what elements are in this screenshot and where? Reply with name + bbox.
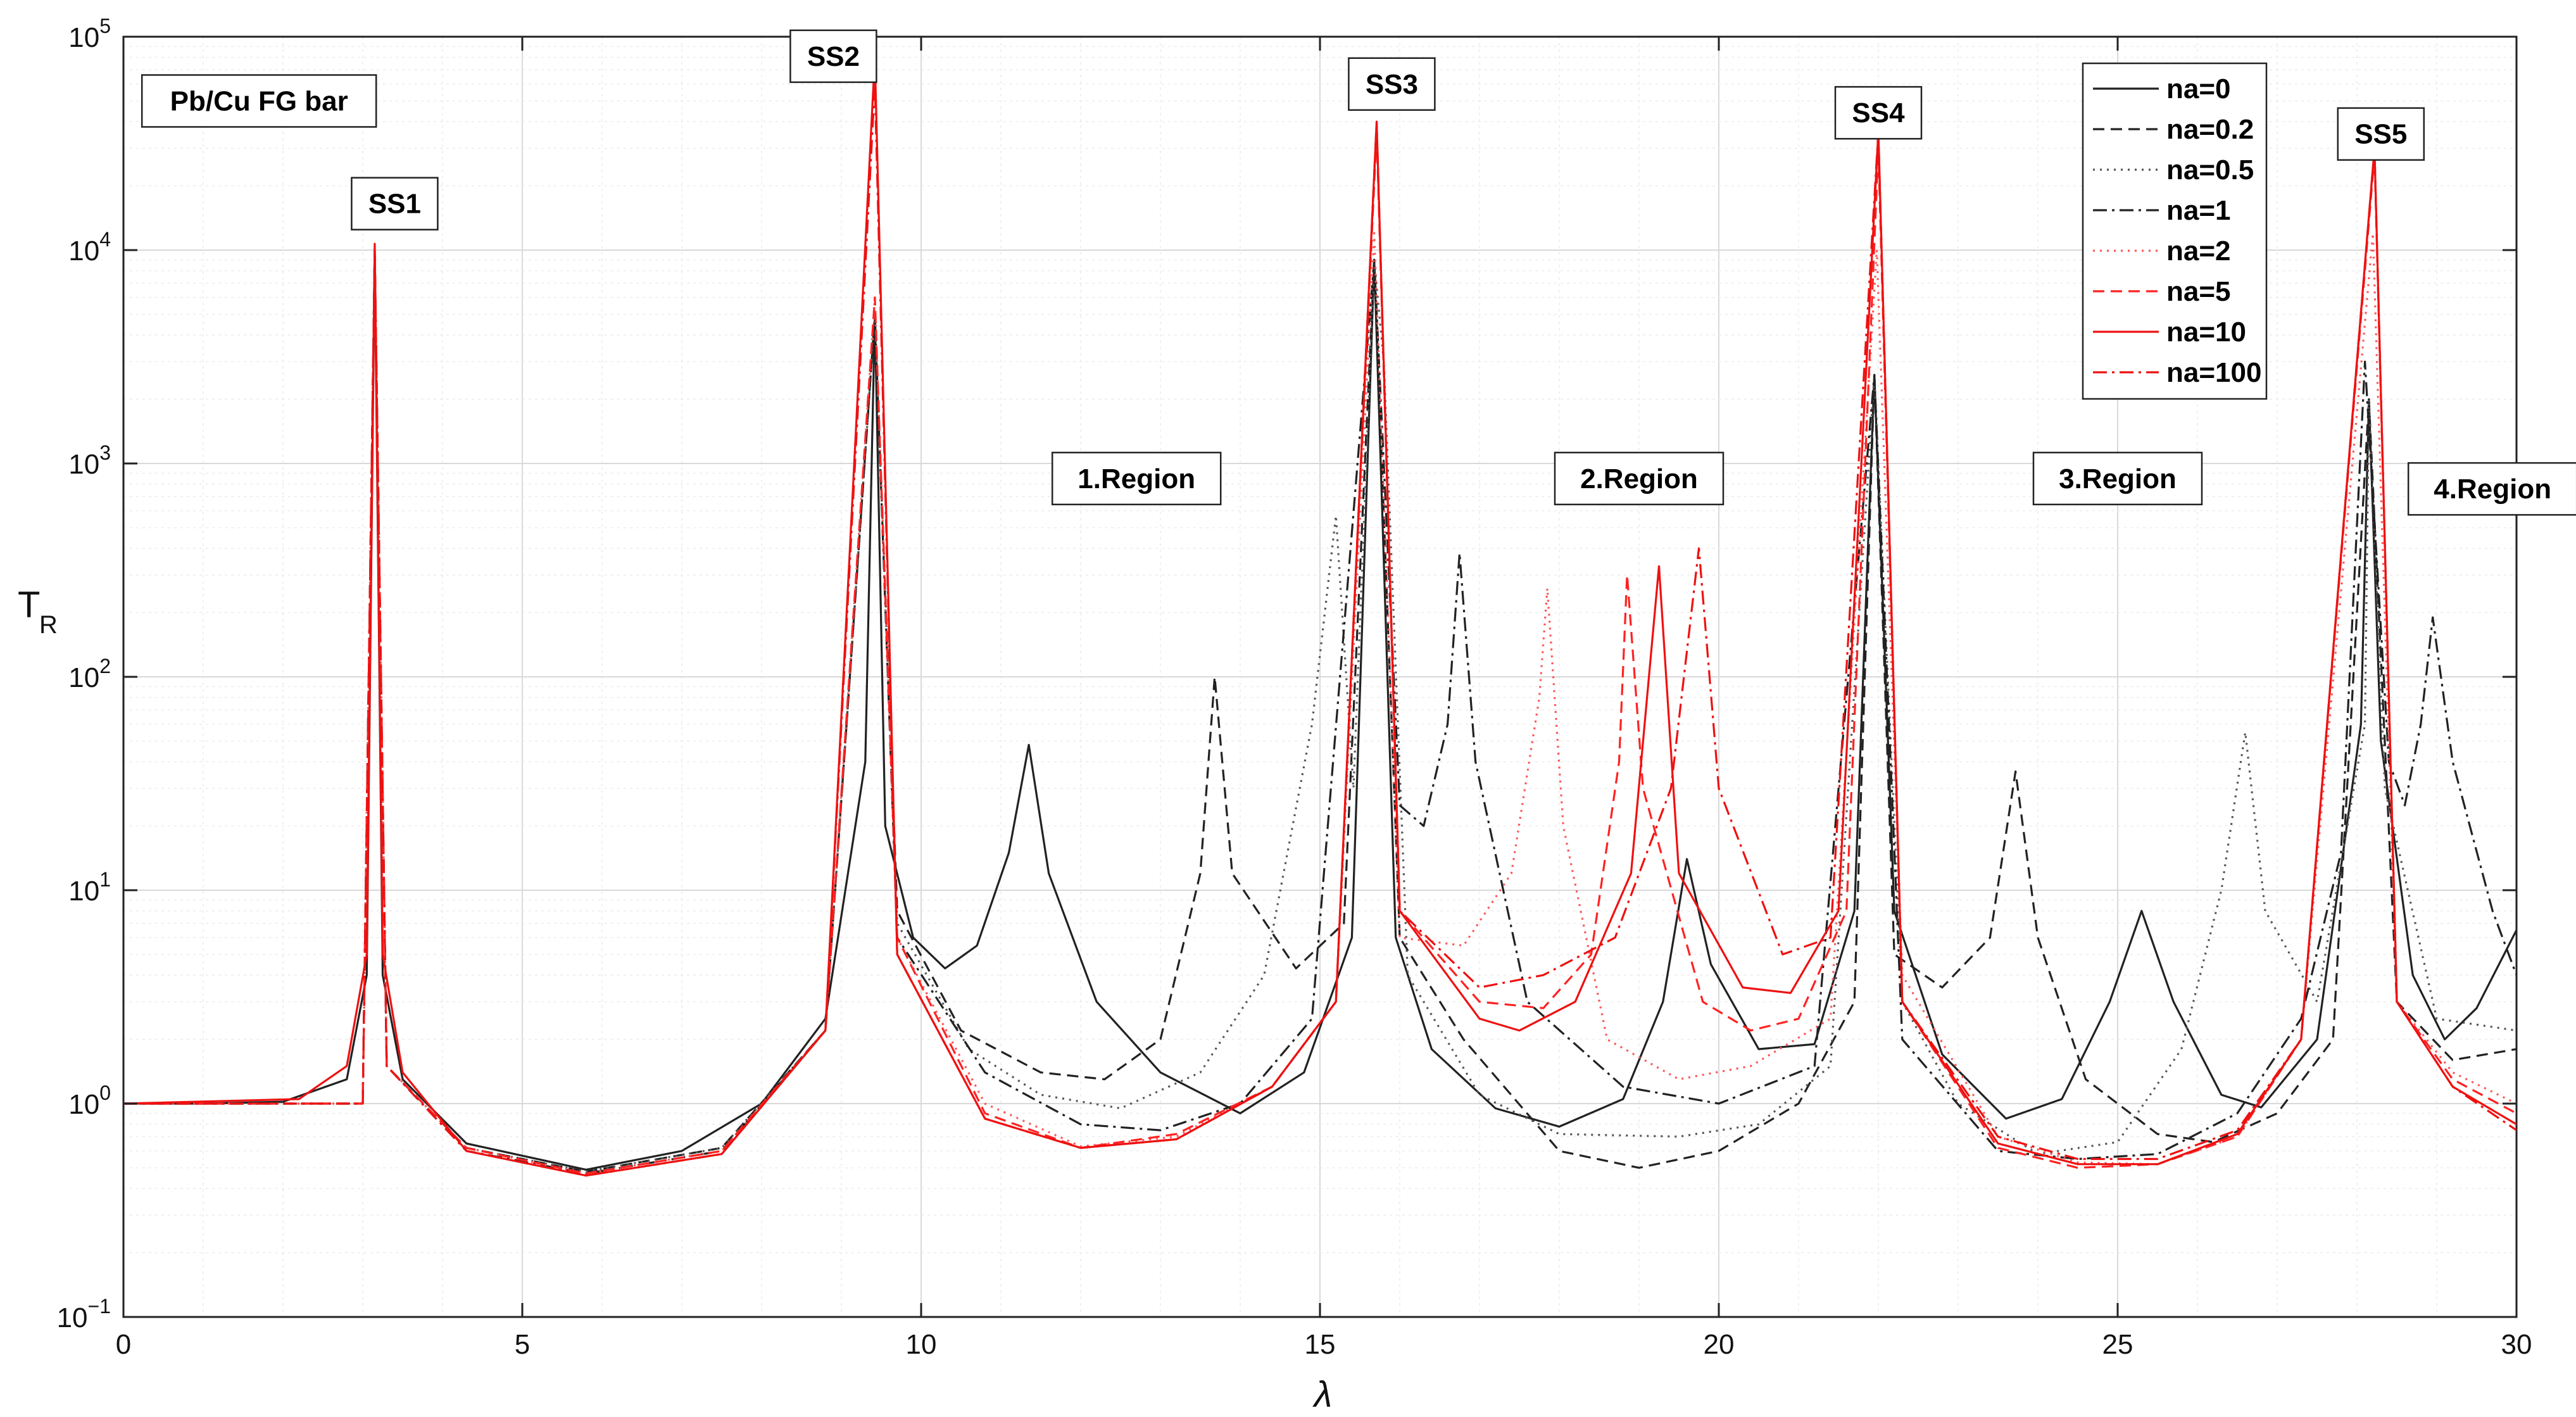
x-tick-label: 30 <box>2501 1329 2532 1360</box>
annotation-label: SS1 <box>368 189 421 220</box>
y-axis-label: T R <box>18 584 58 639</box>
grid <box>123 37 2516 1317</box>
annotation-label: 3.Region <box>2059 463 2177 494</box>
annotation-label: SS4 <box>1852 98 1905 129</box>
y-tick-label: 101 <box>68 868 111 907</box>
legend-label: na=2 <box>2166 236 2231 267</box>
y-axis-label-main: T <box>18 584 40 626</box>
annotation-label: SS2 <box>807 41 860 72</box>
annotation-label: Pb/Cu FG bar <box>170 85 348 117</box>
annotation-box <box>351 177 439 230</box>
legend-label: na=10 <box>2166 317 2246 348</box>
series-line-na-2 <box>123 232 2516 1175</box>
annotation-box <box>1348 57 1436 111</box>
legend-label: na=0 <box>2166 73 2231 104</box>
series-line-na-100 <box>123 83 2516 1177</box>
x-tick-label: 0 <box>116 1329 131 1360</box>
series-line-na-10 <box>123 56 2516 1177</box>
annotation-box <box>2407 462 2576 516</box>
annotation-box <box>141 74 377 128</box>
annotation-label: SS3 <box>1366 69 1418 100</box>
y-tick-label: 104 <box>68 228 111 267</box>
x-tick-label: 15 <box>1305 1329 1336 1360</box>
annotation-box <box>1834 85 1923 140</box>
annotation-label: SS5 <box>2354 119 2407 150</box>
y-tick-label: 103 <box>68 441 111 480</box>
x-tick-label: 5 <box>515 1329 530 1360</box>
x-axis-label: λ <box>1312 1374 1333 1415</box>
ticks-layer: 0 5 10 15 20 25 30 10−1 100 101 102 103 104 105 <box>57 15 2532 1360</box>
y-axis-label-sub: R <box>39 611 58 639</box>
series-line-na-1 <box>123 249 2516 1175</box>
series-layer <box>123 56 2516 1177</box>
x-tick-label: 20 <box>1704 1329 1735 1360</box>
series-group <box>123 56 2516 1177</box>
annotation-layer: Pb/Cu FG bar SS1 SS2 SS3 SS4 SS5 1.Region 2.Reg… <box>141 29 2576 516</box>
y-tick-label: 105 <box>68 15 111 53</box>
y-tick-label: 102 <box>68 655 111 693</box>
legend-label: na=1 <box>2166 195 2231 226</box>
legend-box <box>2082 62 2268 400</box>
annotation-box <box>2032 451 2203 506</box>
legend-label: na=0.2 <box>2166 114 2254 145</box>
annotation-box <box>789 29 877 84</box>
x-tick-label: 10 <box>906 1329 937 1360</box>
annotation-label: 1.Region <box>1078 463 1195 494</box>
annotation-label: 4.Region <box>2434 474 2551 505</box>
legend-label: na=5 <box>2166 276 2231 307</box>
x-tick-label: 25 <box>2102 1329 2133 1360</box>
annotation-label: 2.Region <box>1580 463 1698 494</box>
legend-label: na=0.5 <box>2166 154 2254 186</box>
series-line-na-0-5 <box>123 249 2516 1173</box>
series-line-na-0 <box>123 249 2516 1171</box>
legend: na=0 na=0.2 na=0.5 na=1 na=2 na=5 na=10 na=100 <box>2082 62 2268 400</box>
y-tick-label: 100 <box>68 1081 111 1120</box>
y-tick-label: 10−1 <box>57 1295 111 1333</box>
annotation-box <box>1554 451 1725 506</box>
annotation-box <box>1051 451 1222 506</box>
annotation-box <box>2337 107 2425 161</box>
legend-label: na=100 <box>2166 357 2261 388</box>
